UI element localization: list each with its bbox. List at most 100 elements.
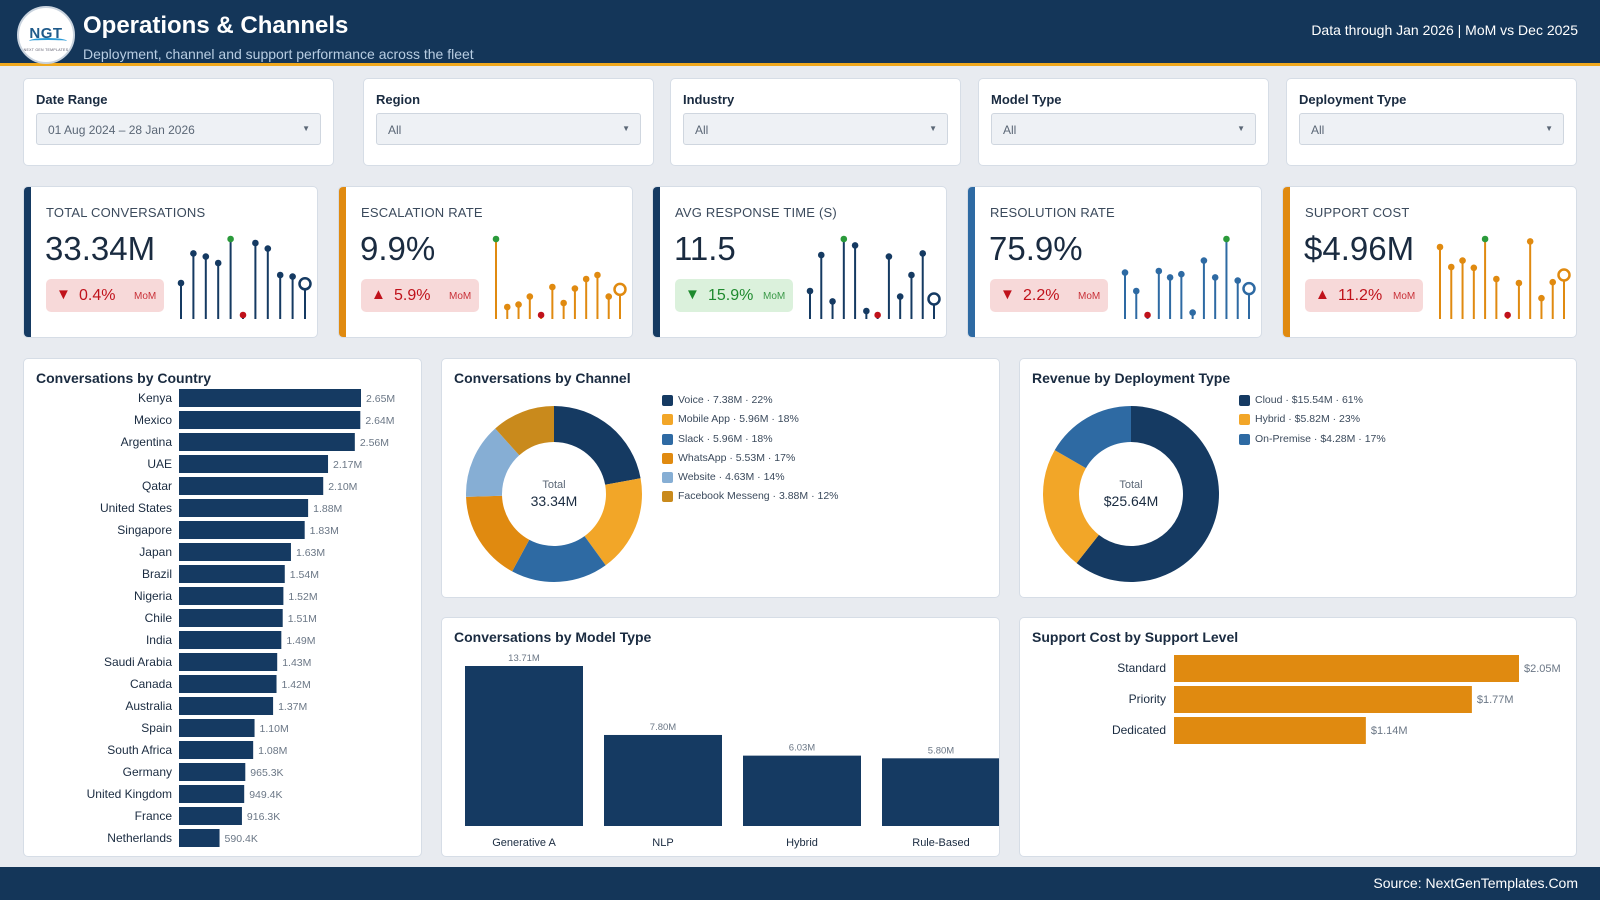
bar — [179, 433, 355, 451]
kpi-avg-response-time: AVG RESPONSE TIME (S) 11.5 ▼ 15.9% MoM — [652, 186, 947, 338]
kpi-accent-stripe — [1283, 187, 1290, 337]
bar-value-label: 2.17M — [333, 459, 362, 471]
legend-swatch — [662, 452, 673, 464]
sparkline-point — [190, 250, 197, 257]
legend-label: Slack · 5.96M · 18% — [678, 432, 773, 445]
bar — [179, 631, 282, 649]
kpi-change-badge: ▲ 11.2% MoM — [1305, 279, 1423, 312]
bar-value-label: 916.3K — [247, 811, 280, 823]
sparkline-point — [1234, 277, 1242, 284]
panel-title: Revenue by Deployment Type — [1032, 370, 1231, 386]
legend-swatch — [662, 472, 673, 484]
deployment-type-select[interactable]: All ▼ — [1299, 113, 1564, 145]
sparkline-last-point — [1242, 281, 1256, 296]
bar — [179, 477, 324, 495]
legend-label: Website · 4.63M · 14% — [678, 471, 785, 484]
date-range-select[interactable]: 01 Aug 2024 – 28 Jan 2026 ▼ — [36, 113, 321, 145]
trend-arrow-icon: ▼ — [56, 286, 71, 303]
bar-value-label: 1.83M — [310, 525, 339, 537]
kpi-total-conversations: TOTAL CONVERSATIONS 33.34M ▼ 0.4% MoM — [23, 186, 318, 338]
category-label: NLP — [652, 837, 673, 849]
legend-label: Facebook Messeng · 3.88M · 12% — [678, 490, 839, 503]
bar — [604, 734, 722, 826]
sparkline-point — [492, 235, 500, 243]
sparkline-last-point — [613, 282, 627, 297]
page-title: Operations & Channels — [83, 12, 349, 39]
legend-swatch — [1239, 433, 1250, 445]
legend-label: WhatsApp · 5.53M · 17% — [678, 451, 796, 464]
category-label: UAE — [147, 457, 172, 471]
legend-swatch — [662, 433, 673, 445]
source-credit: Source: NextGenTemplates.Com — [1373, 875, 1578, 891]
sparkline-point — [829, 298, 836, 305]
legend-swatch — [662, 491, 673, 503]
category-label: Nigeria — [134, 589, 172, 603]
filter-date-range: Date Range 01 Aug 2024 – 28 Jan 2026 ▼ — [23, 78, 334, 166]
bar-value-label: 2.65M — [366, 393, 395, 405]
kpi-value: $4.96M — [1304, 230, 1415, 267]
trend-arrow-icon: ▼ — [1000, 286, 1015, 303]
kpi-change-label: MoM — [134, 291, 157, 302]
donut-slice — [584, 478, 642, 566]
category-label: Japan — [139, 545, 172, 559]
logo-swoosh — [29, 38, 67, 44]
category-label: Rule-Based — [912, 837, 969, 849]
category-label: Standard — [1117, 661, 1166, 675]
sparkline-point — [1189, 309, 1196, 316]
sparkline-point — [214, 259, 222, 267]
kpi-value: 75.9% — [989, 230, 1083, 267]
kpi-change-value: 2.2% — [1023, 287, 1060, 304]
sparkline-point — [1493, 275, 1500, 283]
donut-center-value: 33.34M — [531, 493, 578, 509]
sparkline-point — [806, 287, 814, 295]
kpi-sparkline — [1436, 235, 1571, 319]
category-label: Kenya — [138, 391, 172, 405]
category-label: Hybrid — [786, 837, 818, 849]
filter-model-type: Model Type All ▼ — [978, 78, 1269, 166]
bar-value-label: 1.42M — [282, 679, 311, 691]
kpi-sparkline — [1121, 235, 1256, 319]
kpi-support-cost: SUPPORT COST $4.96M ▲ 11.2% MoM — [1282, 186, 1577, 338]
sparkline-point — [851, 242, 859, 249]
sparkline-point — [840, 235, 848, 243]
bar — [179, 741, 254, 759]
legend-swatch — [1239, 395, 1250, 406]
bar — [179, 455, 329, 473]
bar — [1174, 717, 1366, 744]
bar — [179, 499, 309, 517]
kpi-change-value: 15.9% — [708, 287, 754, 304]
bar — [882, 758, 999, 826]
sparkline-point — [1504, 311, 1511, 319]
industry-select[interactable]: All ▼ — [683, 113, 948, 145]
bar — [179, 675, 277, 693]
model-type-select[interactable]: All ▼ — [991, 113, 1256, 145]
category-label: Mexico — [134, 413, 172, 427]
kpi-change-badge: ▼ 2.2% MoM — [990, 279, 1108, 312]
select-value: 01 Aug 2024 – 28 Jan 2026 — [48, 123, 195, 137]
kpi-change-value: 11.2% — [1338, 287, 1383, 304]
donut-center-value: $25.64M — [1104, 493, 1158, 509]
bar-value-label: 1.51M — [288, 613, 317, 625]
header-bar: NGT NEXT GEN TEMPLATES Operations & Chan… — [0, 0, 1600, 66]
sparkline-point — [1155, 267, 1163, 275]
category-label: France — [135, 809, 173, 823]
sparkline-point — [582, 275, 590, 283]
kpi-title: ESCALATION RATE — [361, 205, 483, 220]
sparkline-point — [1481, 235, 1489, 243]
filter-deployment-type: Deployment Type All ▼ — [1286, 78, 1577, 166]
category-label: Singapore — [117, 523, 172, 537]
bar — [179, 587, 284, 605]
region-select[interactable]: All ▼ — [376, 113, 641, 145]
sparkline-point — [1515, 279, 1523, 287]
legend-label: Cloud · $15.54M · 61% — [1255, 394, 1363, 406]
sparkline-last-point — [1557, 268, 1571, 282]
sparkline-point — [526, 293, 534, 300]
bar-value-label: 1.54M — [290, 569, 319, 581]
kpi-change-badge: ▼ 15.9% MoM — [675, 279, 793, 312]
category-label: Australia — [125, 699, 172, 713]
select-value: All — [1003, 123, 1017, 137]
sparkline-point — [1178, 270, 1185, 278]
channel-donut-chart: Total 33.34M — [466, 406, 642, 582]
donut-slice — [1054, 406, 1131, 469]
kpi-escalation-rate: ESCALATION RATE 9.9% ▲ 5.9% MoM — [338, 186, 633, 338]
